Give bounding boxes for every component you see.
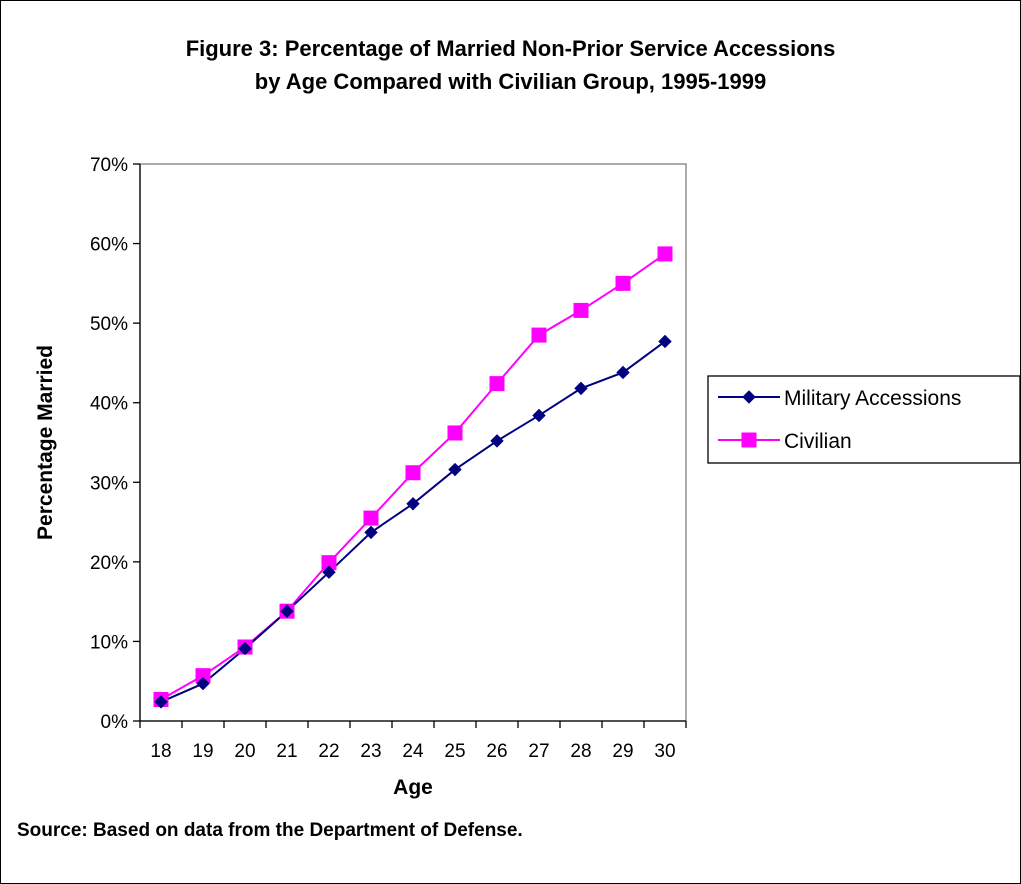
chart-title: Figure 3: Percentage of Married Non-Prio… bbox=[0, 32, 1021, 98]
data-point bbox=[489, 376, 505, 392]
data-point bbox=[154, 695, 168, 709]
data-point bbox=[280, 604, 294, 618]
x-tick-label: 28 bbox=[570, 741, 591, 762]
data-point bbox=[364, 525, 378, 540]
y-tick-label: 20% bbox=[90, 553, 128, 574]
axes: 0% 10% 20% 30% 40% 50% 60% 70% 18 19 20 21 22 23 24 25 2… bbox=[34, 155, 687, 799]
y-tick-label: 30% bbox=[90, 473, 128, 494]
chart-title-line-1: Figure 3: Percentage of Married Non-Prio… bbox=[185, 36, 836, 61]
data-point bbox=[405, 465, 421, 481]
data-point bbox=[447, 425, 463, 441]
data-point bbox=[238, 641, 252, 656]
x-tick-label: 24 bbox=[402, 741, 424, 762]
series-line bbox=[160, 340, 666, 703]
x-tick-label: 23 bbox=[360, 741, 381, 762]
series-military-accessions bbox=[160, 340, 666, 703]
chart-title-line-2: by Age Compared with Civilian Group, 199… bbox=[254, 69, 767, 94]
x-tick-label: 29 bbox=[612, 741, 633, 762]
data-point bbox=[196, 676, 210, 691]
data-point bbox=[490, 434, 504, 448]
y-tick-label: 0% bbox=[101, 712, 129, 733]
data-point bbox=[448, 462, 462, 477]
data-point bbox=[574, 381, 588, 396]
data-point bbox=[531, 327, 547, 343]
y-tick-label: 40% bbox=[90, 394, 128, 415]
series-markers-military-accessions bbox=[154, 334, 672, 709]
data-point bbox=[406, 497, 420, 511]
data-point bbox=[322, 565, 336, 579]
y-axis-title: Percentage Married bbox=[34, 345, 57, 540]
x-tick-label: 25 bbox=[444, 741, 465, 762]
y-tick-label: 60% bbox=[90, 235, 128, 256]
data-point bbox=[615, 275, 631, 291]
series-markers-civilian bbox=[153, 246, 673, 708]
x-tick-label: 22 bbox=[318, 741, 339, 762]
legend-entry: Military Accessions bbox=[718, 387, 961, 410]
data-point bbox=[658, 334, 672, 349]
source-note: Source: Based on data from the Departmen… bbox=[17, 820, 523, 841]
y-tick-label: 50% bbox=[90, 314, 128, 335]
x-tick-label: 18 bbox=[150, 741, 171, 762]
legend: Military Accessions Civilian bbox=[707, 375, 1021, 464]
y-tick-label: 10% bbox=[90, 632, 128, 653]
legend-label: Civilian bbox=[784, 430, 852, 453]
x-axis-title: Age bbox=[393, 776, 433, 799]
x-tick-label: 26 bbox=[486, 741, 507, 762]
legend-marker bbox=[742, 390, 756, 404]
series-layer bbox=[153, 246, 673, 709]
legend-marker bbox=[741, 432, 757, 448]
data-point bbox=[573, 302, 589, 318]
data-point bbox=[616, 365, 630, 380]
legend-box bbox=[707, 375, 1021, 464]
x-tick-label: 20 bbox=[234, 741, 255, 762]
data-point bbox=[363, 510, 379, 526]
legend-entry: Civilian bbox=[718, 430, 852, 453]
plot-area-border bbox=[139, 163, 687, 722]
x-tick-label: 19 bbox=[192, 741, 213, 762]
data-point bbox=[657, 246, 673, 262]
x-tick-label: 27 bbox=[528, 741, 549, 762]
legend-label: Military Accessions bbox=[784, 387, 961, 410]
x-tick-label: 30 bbox=[654, 741, 675, 762]
data-point bbox=[532, 408, 546, 423]
y-tick-label: 70% bbox=[90, 155, 128, 176]
x-tick-label: 21 bbox=[276, 741, 297, 762]
